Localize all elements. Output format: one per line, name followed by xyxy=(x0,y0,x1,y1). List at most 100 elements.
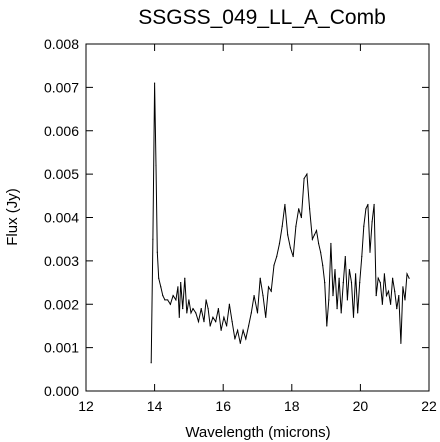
data-point xyxy=(298,208,300,210)
data-point xyxy=(328,299,330,301)
data-point xyxy=(375,294,377,297)
data-point xyxy=(346,299,348,301)
data-point xyxy=(195,312,197,314)
data-point xyxy=(200,307,202,310)
data-point xyxy=(155,164,157,167)
data-point xyxy=(373,203,375,206)
data-point xyxy=(215,321,217,323)
data-point xyxy=(365,208,367,210)
data-point xyxy=(289,247,292,249)
data-point xyxy=(350,281,353,284)
data-point xyxy=(377,277,379,279)
data-point xyxy=(404,299,406,301)
data-point xyxy=(317,242,320,245)
data-point xyxy=(203,321,205,323)
data-point xyxy=(184,277,186,279)
data-point xyxy=(212,316,214,318)
data-point xyxy=(369,251,371,253)
data-point xyxy=(177,286,179,288)
data-point xyxy=(259,277,261,279)
data-point xyxy=(303,177,305,180)
data-point xyxy=(340,312,342,314)
data-point xyxy=(344,255,346,258)
y-tick-label: 0.002 xyxy=(44,296,79,312)
data-point xyxy=(313,234,316,236)
data-point xyxy=(334,268,336,271)
data-point xyxy=(188,299,190,301)
data-point xyxy=(162,294,164,297)
data-point xyxy=(315,229,318,232)
data-point xyxy=(300,216,303,219)
data-point xyxy=(338,277,340,279)
data-point xyxy=(402,286,404,288)
plot-frame xyxy=(85,43,430,392)
data-point xyxy=(207,307,209,310)
data-point xyxy=(234,338,236,340)
data-point xyxy=(267,286,270,288)
data-point xyxy=(392,277,394,279)
data-point xyxy=(357,312,359,314)
data-point xyxy=(192,307,194,310)
data-point xyxy=(383,273,386,275)
data-point xyxy=(182,307,184,310)
y-axis: 0.000 0.001 0.002 0.003 0.004 0.005 0.006 0.007… xyxy=(44,36,429,399)
data-point xyxy=(292,255,294,258)
data-point xyxy=(381,303,383,305)
y-tick-label: 0.007 xyxy=(44,79,79,95)
data-point xyxy=(326,325,328,327)
flux-series-line xyxy=(150,82,410,363)
y-tick-label: 0.008 xyxy=(44,36,79,52)
data-point xyxy=(164,299,166,301)
x-axis-label: Wavelength (microns) xyxy=(185,424,330,441)
data-point xyxy=(239,342,241,344)
y-tick-label: 0.006 xyxy=(44,123,79,139)
data-point xyxy=(352,316,355,318)
data-point xyxy=(348,268,351,271)
data-point xyxy=(406,273,408,275)
data-point xyxy=(205,299,207,301)
data-point xyxy=(256,312,259,314)
data-point xyxy=(197,321,200,323)
data-point xyxy=(284,203,286,206)
data-point xyxy=(332,294,334,297)
data-point xyxy=(237,329,239,331)
data-point xyxy=(311,238,313,240)
data-point xyxy=(167,299,169,301)
y-tick-label: 0.003 xyxy=(44,253,79,269)
y-tick-label: 0.004 xyxy=(44,210,79,226)
y-tick-label: 0.005 xyxy=(44,166,79,182)
data-point xyxy=(178,316,180,318)
data-point xyxy=(169,303,171,305)
x-tick-label: 20 xyxy=(353,398,369,414)
data-point xyxy=(324,281,326,284)
data-point xyxy=(175,299,177,301)
data-point xyxy=(180,281,182,284)
data-point xyxy=(387,290,390,292)
data-point xyxy=(287,234,289,236)
x-tick-label: 12 xyxy=(78,398,94,414)
data-point xyxy=(278,242,281,245)
data-point xyxy=(223,316,225,318)
data-point xyxy=(154,82,156,84)
data-point xyxy=(242,329,244,331)
data-point xyxy=(354,273,357,275)
y-axis-label: Flux (Jy) xyxy=(4,188,21,246)
data-point xyxy=(152,238,154,240)
data-point xyxy=(281,225,283,227)
data-point xyxy=(408,277,410,279)
data-point xyxy=(217,307,219,310)
data-point xyxy=(209,325,211,327)
data-point xyxy=(309,208,311,210)
y-tick-label: 0.000 xyxy=(44,383,79,399)
data-point xyxy=(306,173,308,175)
data-point xyxy=(394,290,396,292)
flux-series-points xyxy=(150,82,410,364)
data-point xyxy=(250,312,252,314)
data-point xyxy=(247,325,250,327)
chart-title: SSGSS_049_LL_A_Comb xyxy=(138,6,386,29)
data-point xyxy=(396,307,398,310)
data-point xyxy=(295,225,297,227)
data-point xyxy=(276,255,278,258)
x-tick-label: 14 xyxy=(147,398,163,414)
data-point xyxy=(273,264,275,266)
